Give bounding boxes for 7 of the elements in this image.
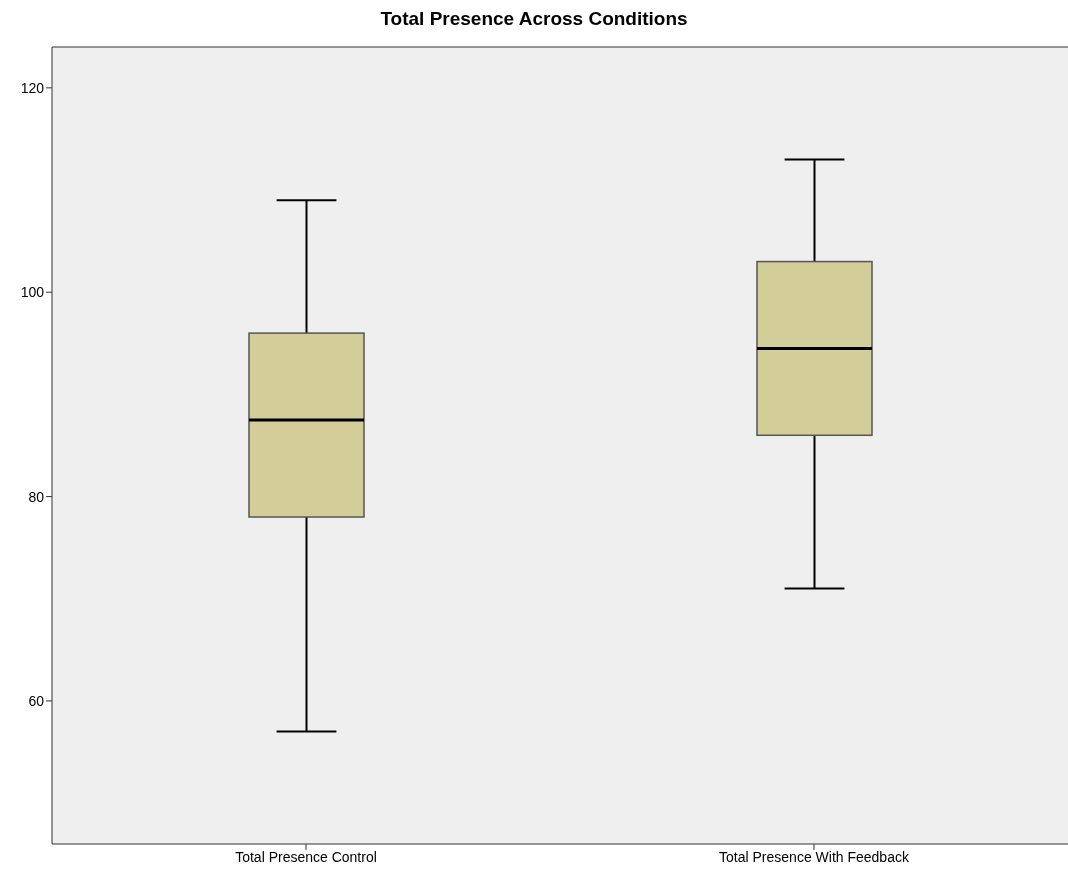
y-tick-label: 80 xyxy=(28,488,45,505)
y-tick-label: 120 xyxy=(20,79,45,96)
y-tick-label: 100 xyxy=(20,284,45,301)
x-tick-label: Total Presence Control xyxy=(235,848,377,865)
chart-title: Total Presence Across Conditions xyxy=(379,8,689,31)
y-tick-label: 60 xyxy=(28,692,45,709)
x-tick-label: Total Presence With Feedback xyxy=(719,848,910,865)
